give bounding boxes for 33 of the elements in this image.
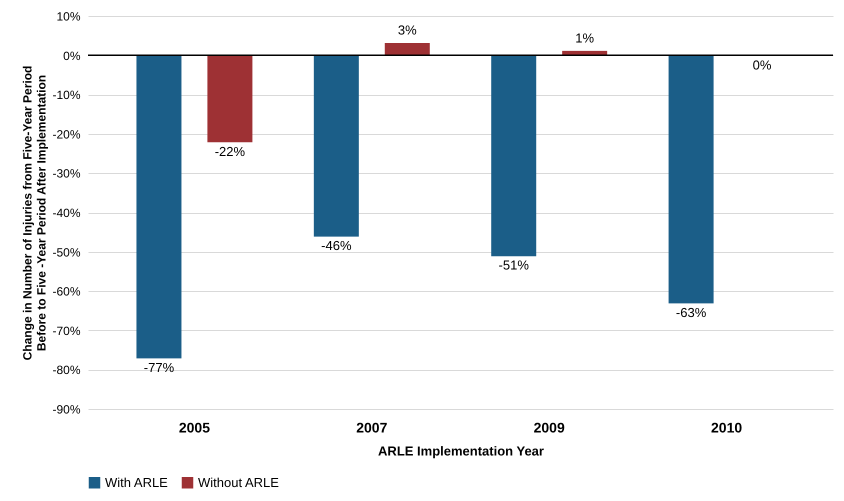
bar — [314, 54, 359, 237]
y-tick-label: -50% — [52, 245, 81, 260]
legend-label: Without ARLE — [198, 474, 280, 490]
y-tick-label: -80% — [52, 363, 81, 378]
bar — [136, 54, 182, 358]
y-tick-label: -20% — [52, 127, 81, 142]
y-tick-label: 0% — [63, 48, 81, 63]
y-tick-label: -10% — [52, 88, 81, 102]
y-tick-label: 10% — [56, 10, 81, 24]
data-label: -46% — [321, 238, 352, 254]
bar — [384, 43, 430, 56]
y-tick-label: -70% — [52, 324, 81, 338]
y-tick-label: -40% — [52, 206, 81, 220]
data-label: 1% — [575, 30, 594, 46]
data-label: -51% — [498, 258, 530, 273]
y-tick-label: -30% — [52, 166, 81, 181]
data-label: 3% — [398, 22, 418, 38]
data-label: -77% — [144, 360, 175, 375]
bar — [491, 54, 536, 256]
legend-label: With ARLE — [105, 474, 168, 490]
y-tick-label: -60% — [52, 284, 81, 299]
y-tick-label: -90% — [52, 402, 81, 416]
bar — [207, 54, 252, 142]
data-label: 0% — [752, 57, 772, 72]
x-tick-label: 2010 — [710, 420, 742, 436]
x-tick-label: 2009 — [534, 420, 565, 436]
bar — [668, 54, 714, 304]
data-label: -22% — [214, 144, 246, 159]
x-tick-label: 2005 — [178, 420, 210, 436]
data-label: -63% — [676, 304, 707, 320]
x-tick-label: 2007 — [356, 420, 388, 436]
x-axis-title: ARLE Implementation Year — [378, 444, 544, 458]
y-axis-title: Change in Number of Injuries from Five-Year Period Before to Five -Year Period After Implementation — [20, 66, 48, 360]
